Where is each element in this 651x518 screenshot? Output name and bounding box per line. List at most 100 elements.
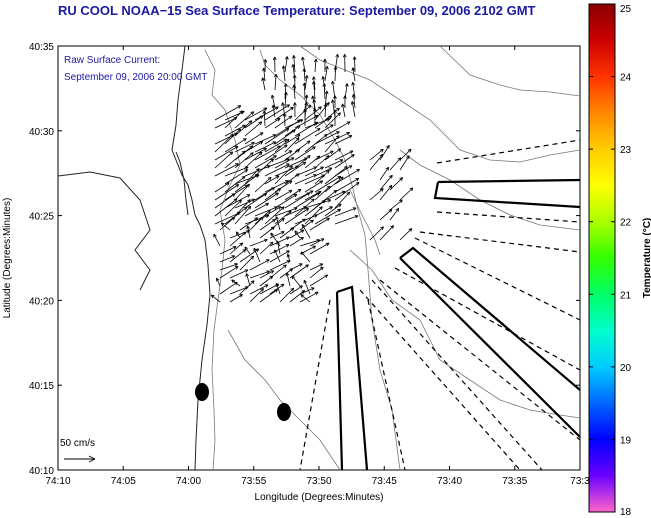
current-vector [219,263,238,271]
current-vector [224,169,249,185]
current-vector [274,150,293,161]
barrier-island [175,151,189,216]
current-vector [292,55,296,73]
current-vector [244,151,263,169]
current-vector [279,287,295,303]
current-vector [389,199,403,211]
current-vector [214,198,238,217]
current-vector [334,182,360,201]
current-vector [369,154,384,171]
y-tick-label: 40:10 [29,466,54,477]
current-vector [254,106,279,121]
current-vector [224,150,246,169]
current-vector [253,247,261,263]
current-vector [324,176,344,193]
current-vector [334,150,354,161]
current-vector [269,260,291,271]
current-vector [314,169,330,185]
current-vector [389,208,400,221]
current-vector [264,175,280,185]
current-vector [324,121,351,137]
area-outlines [299,139,581,471]
current-vector [314,167,333,177]
current-vector [350,101,356,118]
current-vector [314,124,334,137]
current-vector [262,110,267,127]
current-vector [304,75,309,91]
current-vector [294,146,316,161]
current-vector [399,155,410,171]
current-vector [269,236,290,247]
current-vector [334,177,360,193]
current-vector [331,99,336,118]
current-vector [389,177,404,191]
scale-label: 50 cm/s [60,438,95,449]
x-tick-label: 74:05 [111,476,136,487]
y-tick-label: 40:15 [29,381,54,392]
colorbar-tick-label: 22 [620,218,632,229]
current-vector [213,233,221,247]
colorbar-tick-label: 20 [620,363,632,374]
coastline [171,45,211,471]
current-vector [399,187,414,201]
current-vector [264,206,285,225]
current-vector [291,275,301,287]
current-vector [264,188,282,201]
current-vector [274,189,293,201]
current-vector [324,190,346,201]
current-vector [311,81,316,100]
current-vector [281,65,286,82]
current-vector [299,291,319,303]
current-vector [294,230,301,239]
current-vector [314,208,341,225]
current-vector [259,219,276,231]
current-vector [234,120,253,137]
current-vector [224,194,251,209]
current-vector [300,294,311,303]
current-vector [234,205,252,225]
current-vector [249,270,270,279]
x-tick-label: 73:40 [437,476,462,487]
current-vector [254,134,277,145]
current-vector [284,161,307,177]
current-vector [303,279,311,295]
current-vector [294,190,314,201]
current-vector [259,275,274,287]
current-vector [229,231,247,247]
current-vector [249,216,264,231]
current-vector [254,158,275,177]
current-vector [284,125,301,137]
current-vector [304,206,323,225]
current-vector [262,67,266,82]
current-vector [219,255,236,263]
current-vector [214,193,236,209]
chart-title: RU COOL NOAA−15 Sea Surface Temperature:… [58,3,536,18]
current-vector [289,264,309,279]
current-vector [333,66,338,82]
current-vector [323,58,327,73]
current-vector [334,207,357,217]
current-vector [324,203,342,217]
current-vector [324,112,341,129]
buoy-marker-east [277,403,291,421]
current-vector [289,236,304,247]
current-vector [294,198,315,217]
current-vector [324,132,350,145]
current-vector [334,214,359,225]
current-vector [254,206,278,217]
current-vector [234,173,259,193]
current-vector [224,206,248,225]
current-vector [254,141,277,153]
current-vector [264,180,289,193]
current-vector [264,144,288,161]
current-vector [214,184,240,201]
current-vector [264,117,281,129]
current-vector [379,184,393,201]
scale-arrow [64,455,96,463]
current-vector [324,107,340,121]
colorbar-tick-label: 24 [620,73,632,84]
current-vector [334,168,360,185]
current-vector [283,83,288,100]
central-outline [335,285,369,471]
current-vector [239,280,255,295]
